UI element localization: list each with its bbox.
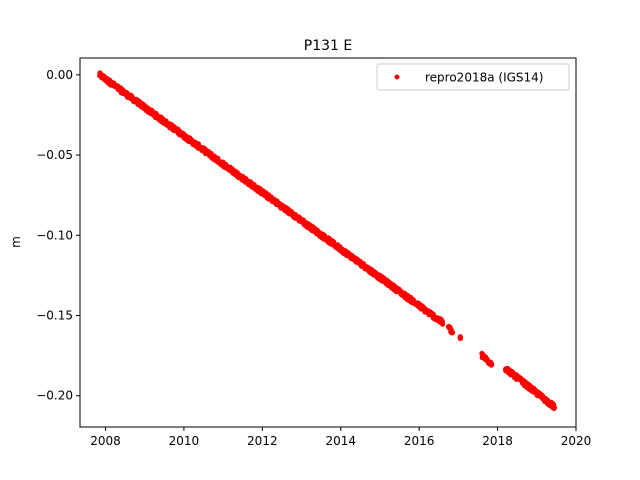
x-tick-label: 2014 [325, 434, 356, 448]
legend-marker [394, 74, 400, 80]
x-tick-label: 2012 [247, 434, 278, 448]
legend-label: repro2018a (IGS14) [425, 71, 543, 85]
plot-frame [79, 57, 577, 428]
x-tick-label: 2016 [404, 434, 435, 448]
y-tick-label: −0.20 [36, 389, 73, 403]
y-axis-label: m [9, 236, 23, 248]
scatter-points [97, 70, 558, 411]
y-tick-label: −0.10 [36, 228, 73, 242]
legend: repro2018a (IGS14) [376, 63, 570, 91]
x-tick-label: 2018 [482, 434, 513, 448]
data-point [457, 334, 463, 340]
data-point [551, 405, 558, 411]
y-tick-label: 0.00 [46, 68, 73, 82]
x-tick-label: 2020 [561, 434, 592, 448]
x-tick-label: 2010 [169, 434, 200, 448]
data-point [449, 330, 456, 336]
x-tick-label: 2008 [90, 434, 121, 448]
data-point [440, 321, 446, 327]
axis-ticks: 2008 2010 2012 2014 2016 2018 2020 0.00 −0.05 −0.… [36, 68, 591, 448]
legend-box [376, 63, 570, 91]
data-point [489, 362, 495, 368]
y-tick-label: −0.15 [36, 308, 73, 322]
y-tick-label: −0.05 [36, 148, 73, 162]
chart-title: P131 E [304, 38, 352, 54]
